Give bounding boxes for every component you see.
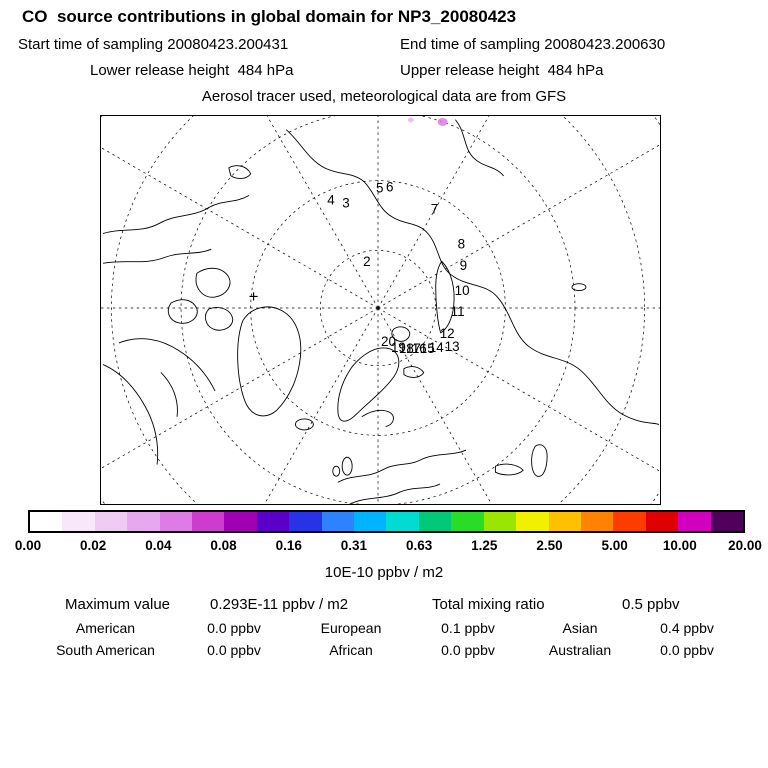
region-value: 0.0 ppbv	[207, 620, 261, 636]
trajectory-day-marker: 7	[431, 201, 438, 216]
colorbar-segment	[580, 512, 614, 531]
colorbar-tick-label: 0.08	[210, 538, 237, 553]
region-name: South American	[56, 642, 155, 658]
colorbar-segment	[483, 512, 517, 531]
region-name: Australian	[548, 642, 612, 658]
colorbar-tick-label: 5.00	[601, 538, 628, 553]
trajectory-day-marker: 9	[460, 258, 467, 273]
colorbar-segment	[678, 512, 711, 531]
colorbar-segment	[94, 512, 128, 531]
colorbar-segment	[418, 512, 452, 531]
colorbar-tick-label: 0.63	[405, 538, 433, 553]
trajectory-day-marker: 10	[455, 283, 470, 298]
colorbar-unit-label: 10E-10 ppbv / m2	[324, 564, 444, 581]
colorbar-tick-label: 0.04	[145, 538, 172, 553]
trajectory-day-marker: 2	[363, 254, 370, 269]
trajectory-day-marker: 14	[429, 340, 444, 355]
colorbar-segment	[321, 512, 355, 531]
lower-release-text: Lower release height 484 hPa	[90, 62, 294, 79]
region-contributions-table: American 0.0 ppbv European 0.1 ppbv Asian 0.4…	[33, 620, 743, 658]
region-name: European	[320, 620, 382, 636]
colorbar-tick-label: 2.50	[536, 538, 563, 553]
trajectory-day-marker: 20	[381, 334, 396, 349]
colorbar-tick-label: 20.00	[728, 538, 762, 553]
trajectory-day-marker: 12	[440, 326, 455, 341]
end-time-text: End time of sampling 20080423.200630	[400, 36, 666, 53]
colorbar-segment	[289, 512, 322, 531]
region-value: 0.0 ppbv	[660, 642, 714, 658]
receptor-symbol: +	[249, 287, 259, 306]
coastlines	[102, 119, 660, 504]
region-name: American	[75, 620, 136, 636]
tracer-info-text: Aerosol tracer used, meteorological data…	[201, 88, 567, 105]
receptor-marker: +	[249, 287, 259, 306]
trajectory-day-marker: 19	[391, 340, 406, 355]
plot-title: CO source contributions in global domain…	[22, 7, 517, 26]
region-name: African	[329, 642, 373, 658]
colorbar-segment	[451, 512, 484, 531]
polar-map-panel: 2 3 4 5 6 7 8 9 10 11 12 13 14 15 16 17 18 19 20 +	[100, 115, 661, 505]
colorbar-tick-label: 0.02	[80, 538, 107, 553]
colorbar-segment	[127, 512, 160, 531]
trajectory-day-marker: 4	[327, 193, 335, 208]
colorbar-segment	[386, 512, 419, 531]
colorbar-segment	[159, 512, 193, 531]
trajectory-day-marker: 16	[412, 341, 427, 356]
trajectory-day-marker: 13	[445, 339, 460, 354]
colorbar-segment	[224, 512, 257, 531]
total-mixing-ratio-label: Total mixing ratio	[432, 596, 545, 613]
colorbar-tick-label: 1.25	[471, 538, 498, 553]
region-value: 0.1 ppbv	[441, 620, 495, 636]
upper-release-text: Upper release height 484 hPa	[400, 62, 604, 79]
colorbar	[28, 510, 745, 533]
colorbar-segment	[192, 512, 225, 531]
colorbar-segment	[30, 512, 63, 531]
region-value: 0.0 ppbv	[441, 642, 495, 658]
colorbar-segment	[613, 512, 646, 531]
trajectory-day-marker: 5	[376, 181, 383, 196]
colorbar-tick-label: 0.00	[14, 538, 42, 553]
colorbar-segment	[645, 512, 679, 531]
trajectory-day-marker: 3	[342, 196, 349, 211]
colorbar-segment	[256, 512, 290, 531]
total-mixing-ratio-value: 0.5 ppbv	[622, 596, 680, 613]
colorbar-tick-label: 10.00	[662, 538, 697, 553]
colorbar-tick-labels: 0.00 0.02 0.04 0.08 0.16 0.31 0.63 1.25 2.50 5.00…	[15, 538, 762, 556]
contribution-plume	[407, 117, 448, 126]
colorbar-tick-label: 0.16	[275, 538, 302, 553]
region-name: Asian	[562, 620, 598, 636]
colorbar-segment	[548, 512, 581, 531]
region-value: 0.4 ppbv	[660, 620, 714, 636]
start-time-text: Start time of sampling 20080423.200431	[18, 36, 289, 53]
trajectory-day-marker: 8	[458, 236, 465, 251]
maximum-value: 0.293E-11 ppbv / m2	[210, 596, 349, 613]
graticule	[101, 116, 660, 504]
region-value: 0.0 ppbv	[207, 642, 261, 658]
trajectory-day-marker: 6	[386, 180, 393, 195]
trajectory-day-marker: 17	[406, 341, 421, 356]
trajectory-day-marker: 11	[451, 304, 465, 319]
colorbar-segment	[354, 512, 387, 531]
maximum-value-label: Maximum value	[65, 596, 171, 613]
trajectory-day-marker: 15	[420, 341, 435, 356]
trajectory-day-marker: 18	[399, 341, 414, 356]
colorbar-tick-label: 0.31	[340, 538, 368, 553]
colorbar-segment	[62, 512, 95, 531]
colorbar-segment	[710, 512, 743, 531]
colorbar-segment	[516, 512, 549, 531]
